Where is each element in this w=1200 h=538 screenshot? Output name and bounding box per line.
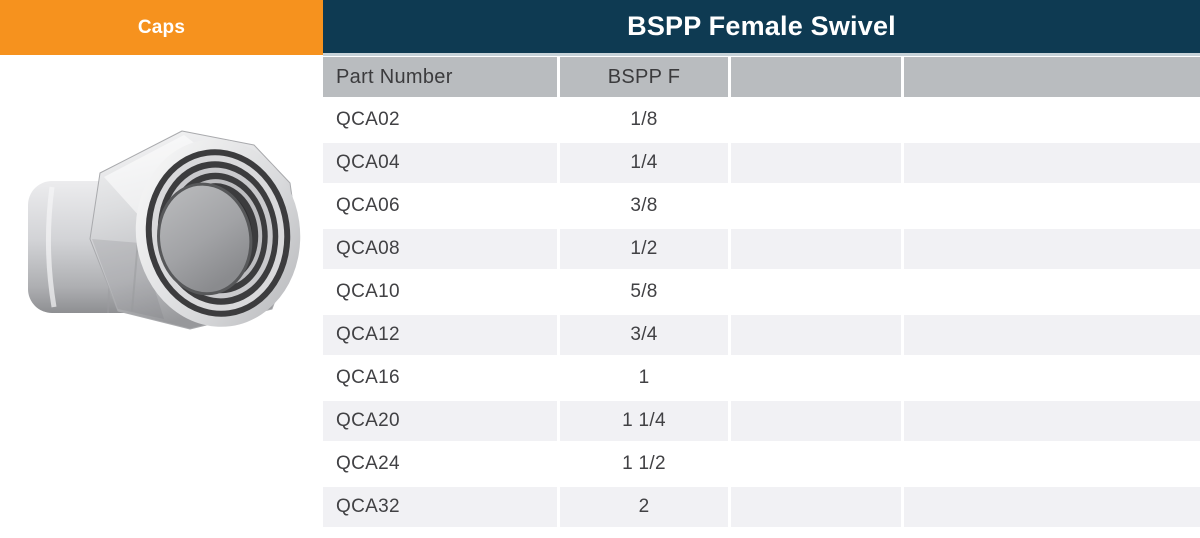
part-number-cell: QCA24 — [323, 444, 557, 484]
empty-cell — [904, 487, 1200, 527]
part-number-cell: QCA16 — [323, 358, 557, 398]
empty-cell — [904, 100, 1200, 140]
column-header-empty — [731, 57, 901, 97]
empty-cell — [731, 487, 901, 527]
part-number-cell: QCA10 — [323, 272, 557, 312]
empty-cell — [731, 229, 901, 269]
title-underline — [323, 53, 1200, 56]
bspp-f-cell: 1 1/2 — [560, 444, 728, 484]
product-panel — [0, 55, 323, 538]
page-title-bar: BSPP Female Swivel — [323, 0, 1200, 53]
empty-cell — [731, 315, 901, 355]
part-number-cell: QCA32 — [323, 487, 557, 527]
part-number-cell: QCA02 — [323, 100, 557, 140]
empty-cell — [904, 358, 1200, 398]
cap-fitting-photo — [28, 130, 301, 330]
bspp-f-cell: 1/4 — [560, 143, 728, 183]
category-tab: Caps — [0, 0, 323, 55]
empty-cell — [904, 229, 1200, 269]
empty-cell — [731, 444, 901, 484]
empty-cell — [904, 143, 1200, 183]
part-number-cell: QCA12 — [323, 315, 557, 355]
bspp-f-cell: 2 — [560, 487, 728, 527]
column-header-part-number: Part Number — [323, 57, 557, 97]
empty-cell — [731, 358, 901, 398]
bspp-f-cell: 1 — [560, 358, 728, 398]
part-number-cell: QCA20 — [323, 401, 557, 441]
empty-cell — [904, 444, 1200, 484]
bspp-f-cell: 1/2 — [560, 229, 728, 269]
column-header-empty — [904, 57, 1200, 97]
empty-cell — [904, 315, 1200, 355]
fitting-threaded-opening — [135, 139, 301, 327]
empty-cell — [731, 100, 901, 140]
empty-cell — [904, 186, 1200, 226]
column-header-bspp-f: BSPP F — [560, 57, 728, 97]
bspp-f-cell: 3/4 — [560, 315, 728, 355]
empty-cell — [731, 186, 901, 226]
bspp-f-cell: 1 1/4 — [560, 401, 728, 441]
empty-cell — [731, 401, 901, 441]
bspp-f-cell: 5/8 — [560, 272, 728, 312]
bspp-f-cell: 1/8 — [560, 100, 728, 140]
part-number-cell: QCA04 — [323, 143, 557, 183]
part-number-cell: QCA06 — [323, 186, 557, 226]
empty-cell — [904, 401, 1200, 441]
empty-cell — [904, 272, 1200, 312]
empty-cell — [731, 143, 901, 183]
spec-table: Part Number BSPP F QCA02 1/8 QCA04 1/4 QCA06… — [323, 57, 1200, 527]
page-title: BSPP Female Swivel — [627, 11, 896, 41]
category-tab-label: Caps — [137, 16, 186, 38]
empty-cell — [731, 272, 901, 312]
part-number-cell: QCA08 — [323, 229, 557, 269]
bspp-f-cell: 3/8 — [560, 186, 728, 226]
